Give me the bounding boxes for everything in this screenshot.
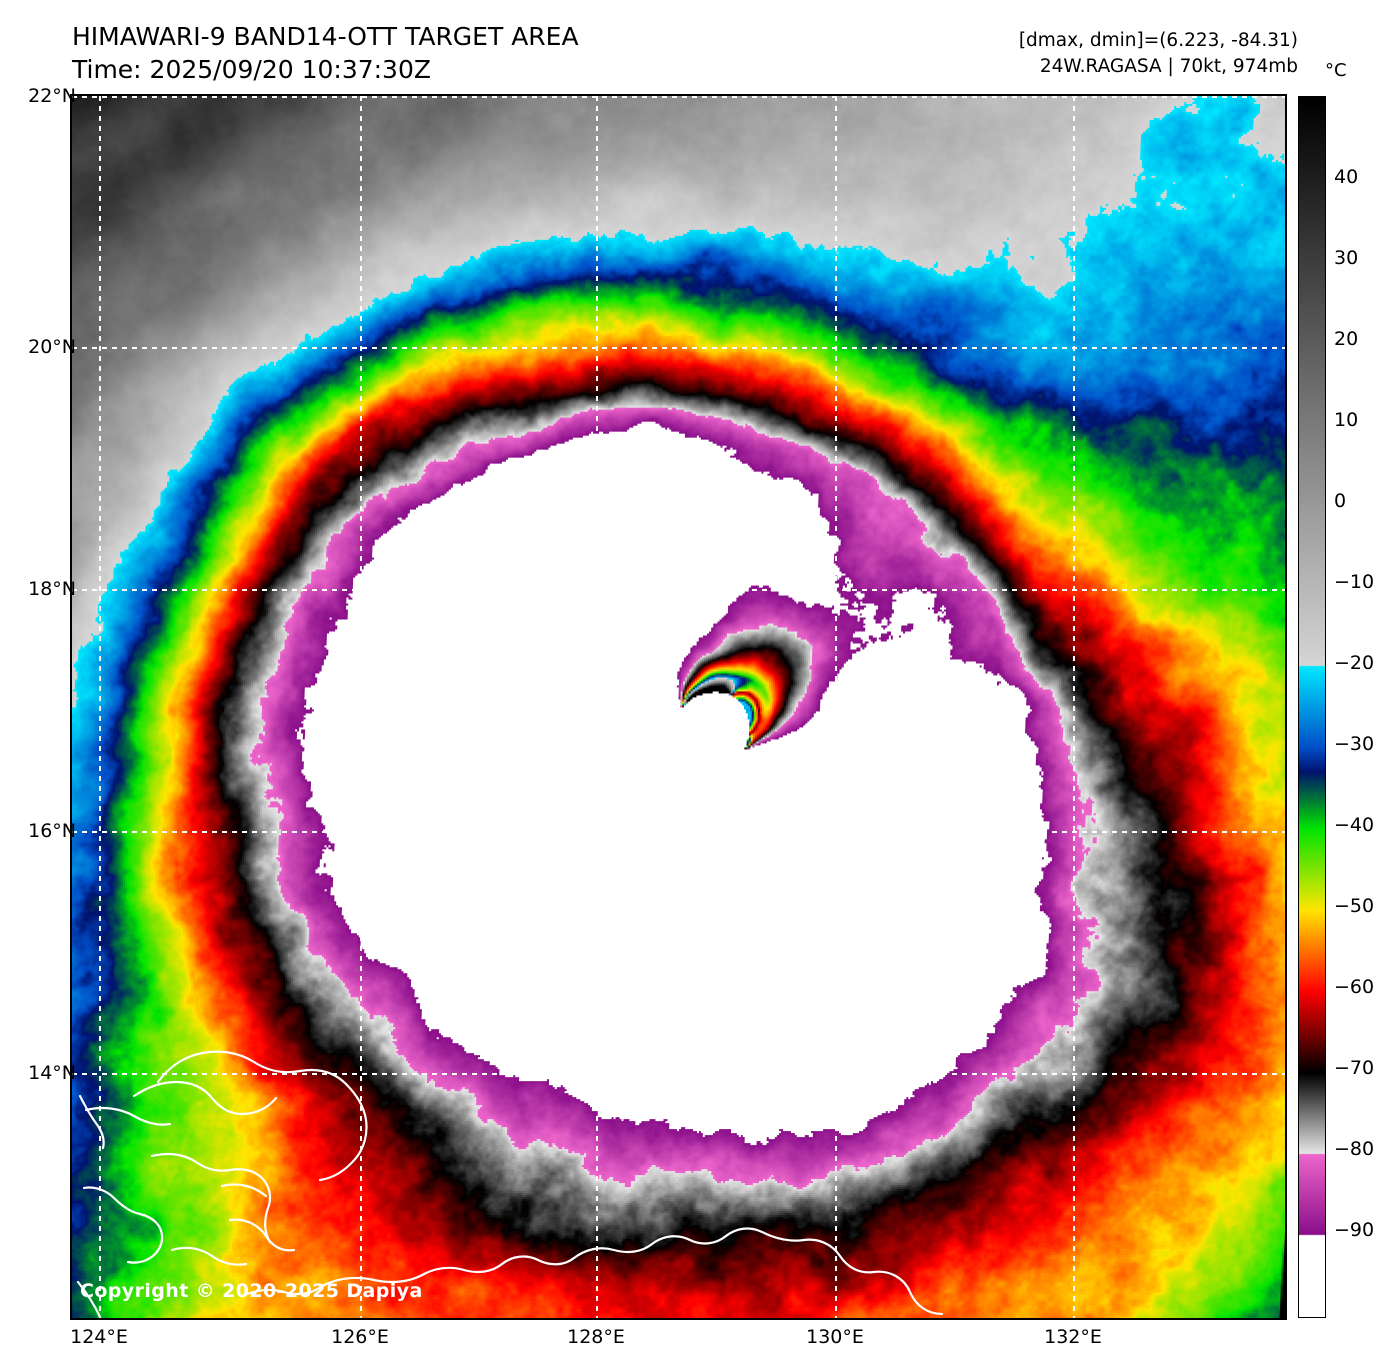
cbtick-n30: −30 xyxy=(1334,733,1375,755)
gridline-lat-14 xyxy=(72,1073,1285,1075)
cbtick-n70: −70 xyxy=(1334,1057,1375,1079)
cbtick-n50: −50 xyxy=(1334,895,1375,917)
xtick-128E: 128°E xyxy=(567,1326,625,1348)
cbtick-10: 10 xyxy=(1334,409,1359,431)
satellite-swath xyxy=(72,96,1285,1318)
gridline-lon-126 xyxy=(360,96,362,1318)
cbtick-n90: −90 xyxy=(1334,1219,1375,1241)
cbtick-n40: −40 xyxy=(1334,814,1375,836)
ytick-18N: 18°N xyxy=(28,578,76,600)
ytick-20N: 20°N xyxy=(28,336,76,358)
gridline-lat-16 xyxy=(72,831,1285,833)
ytick-14N: 14°N xyxy=(28,1062,76,1084)
page-title: HIMAWARI-9 BAND14-OTT TARGET AREA Time: … xyxy=(72,20,579,86)
cbtick-40: 40 xyxy=(1334,166,1359,188)
cbtick-n20: −20 xyxy=(1334,652,1375,674)
cbtick-n10: −10 xyxy=(1334,571,1375,593)
dmax-dmin-label: [dmax, dmin]=(6.223, -84.31) xyxy=(1018,30,1298,51)
cbtick-n80: −80 xyxy=(1334,1138,1375,1160)
gridline-lat-18 xyxy=(72,589,1285,591)
xtick-132E: 132°E xyxy=(1044,1326,1102,1348)
cbtick-20: 20 xyxy=(1334,328,1359,350)
copyright-label: Copyright © 2020-2025 Dapiya xyxy=(80,1280,423,1302)
gridline-lat-22 xyxy=(72,96,1285,98)
xtick-124E: 124°E xyxy=(70,1326,128,1348)
gridline-lon-130 xyxy=(835,96,837,1318)
gridline-lon-124 xyxy=(99,96,101,1318)
ytick-16N: 16°N xyxy=(28,820,76,842)
temperature-colorbar[interactable] xyxy=(1298,96,1326,1318)
colorbar-unit-label: °C xyxy=(1325,60,1347,81)
gridline-lat-20 xyxy=(72,347,1285,349)
gridline-lon-132 xyxy=(1073,96,1075,1318)
storm-info-label: 24W.RAGASA | 70kt, 974mb xyxy=(1039,56,1298,78)
title-line: HIMAWARI-9 BAND14-OTT TARGET AREA xyxy=(72,22,579,51)
metadata-block: [dmax, dmin]=(6.223, -84.31) 24W.RAGASA … xyxy=(1019,28,1298,81)
time-line: Time: 2025/09/20 10:37:30Z xyxy=(72,55,431,84)
satellite-image-plot[interactable] xyxy=(72,96,1285,1318)
cbtick-0: 0 xyxy=(1334,490,1347,512)
gridline-lon-128 xyxy=(596,96,598,1318)
cbtick-n60: −60 xyxy=(1334,976,1375,998)
xtick-130E: 130°E xyxy=(806,1326,864,1348)
xtick-126E: 126°E xyxy=(331,1326,389,1348)
cbtick-30: 30 xyxy=(1334,247,1359,269)
ytick-22N: 22°N xyxy=(28,85,76,107)
